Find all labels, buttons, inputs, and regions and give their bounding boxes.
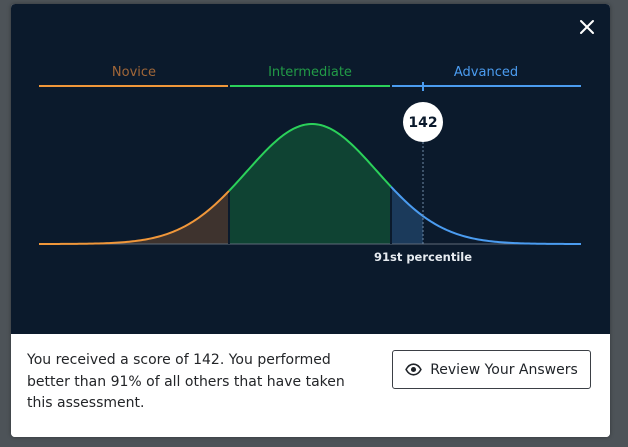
- intermediate-curve: [228, 123, 392, 192]
- intermediate-band-label: Intermediate: [268, 65, 352, 80]
- eye-icon: [405, 361, 422, 378]
- review-answers-button[interactable]: Review Your Answers: [392, 350, 591, 389]
- advanced-band-label: Advanced: [454, 65, 518, 80]
- result-footer: You received a score of 142. You perform…: [11, 334, 610, 437]
- distribution-chart: Novice Intermediate Advanced 142 91st percen…: [39, 65, 582, 264]
- score-modal: Novice Intermediate Advanced 142 91st percen…: [11, 4, 610, 437]
- novice-band-label: Novice: [112, 65, 156, 80]
- advanced-area-below-score: [391, 186, 423, 244]
- result-summary-text: You received a score of 142. You perform…: [27, 352, 345, 411]
- close-icon: [580, 20, 594, 34]
- intermediate-area: [229, 124, 391, 244]
- review-answers-label: Review Your Answers: [430, 361, 578, 378]
- score-distribution-panel: Novice Intermediate Advanced 142 91st percen…: [11, 4, 610, 334]
- percentile-label: 91st percentile: [374, 250, 472, 264]
- novice-curve: [39, 190, 230, 245]
- novice-area: [39, 190, 229, 244]
- close-button[interactable]: [577, 17, 597, 37]
- score-value: 142: [408, 115, 437, 131]
- score-bubble: [403, 102, 443, 142]
